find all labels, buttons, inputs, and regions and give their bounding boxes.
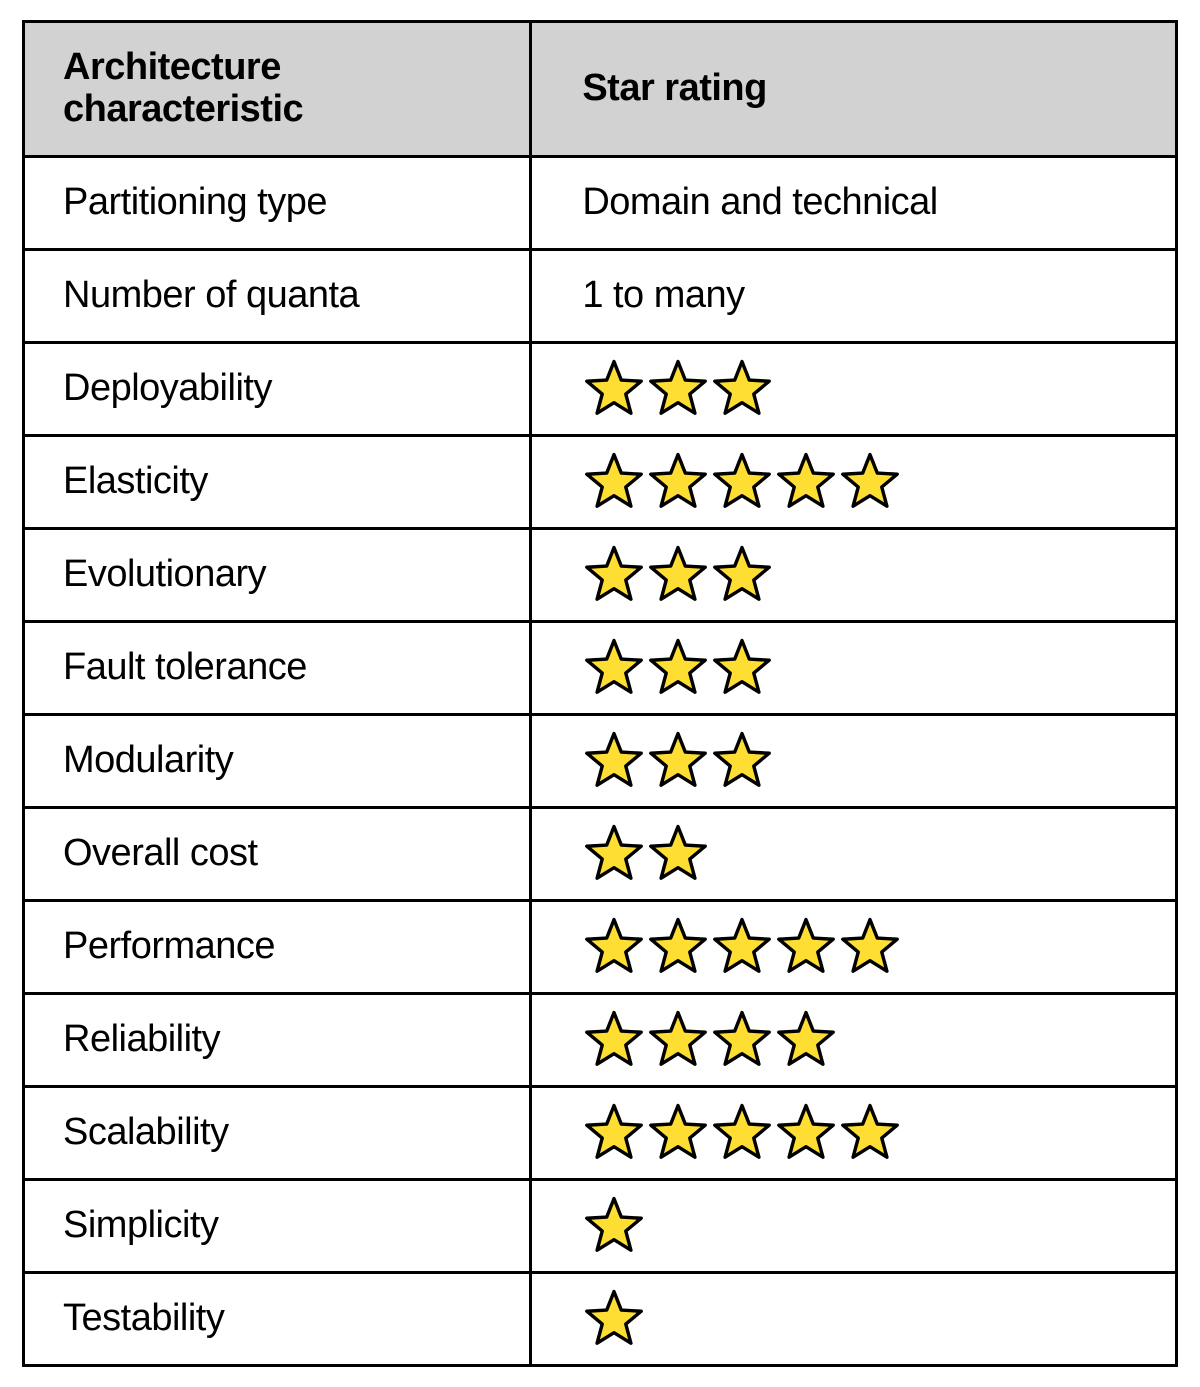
star-group bbox=[582, 915, 1149, 979]
table-row: Overall cost bbox=[24, 807, 1177, 900]
table-row: Evolutionary bbox=[24, 528, 1177, 621]
star-icon bbox=[710, 543, 774, 607]
star-group bbox=[582, 822, 1149, 886]
star-icon bbox=[710, 1101, 774, 1165]
star-icon bbox=[774, 1101, 838, 1165]
star-icon bbox=[582, 1008, 646, 1072]
star-group bbox=[582, 1194, 1149, 1258]
star-icon bbox=[582, 1194, 646, 1258]
characteristic-label: Performance bbox=[24, 900, 531, 993]
star-icon bbox=[582, 636, 646, 700]
star-icon bbox=[710, 1008, 774, 1072]
characteristic-value: Domain and technical bbox=[531, 156, 1177, 249]
star-icon bbox=[582, 822, 646, 886]
star-icon bbox=[710, 636, 774, 700]
characteristic-label: Simplicity bbox=[24, 1179, 531, 1272]
star-icon bbox=[646, 636, 710, 700]
star-icon bbox=[582, 1287, 646, 1351]
star-icon bbox=[646, 450, 710, 514]
star-icon bbox=[582, 450, 646, 514]
characteristic-label: Fault tolerance bbox=[24, 621, 531, 714]
star-icon bbox=[582, 543, 646, 607]
star-group bbox=[582, 636, 1149, 700]
characteristic-label: Partitioning type bbox=[24, 156, 531, 249]
star-group bbox=[582, 450, 1149, 514]
characteristic-label: Scalability bbox=[24, 1086, 531, 1179]
star-icon bbox=[646, 1008, 710, 1072]
star-rating bbox=[531, 1179, 1177, 1272]
star-group bbox=[582, 729, 1149, 793]
star-icon bbox=[646, 543, 710, 607]
star-icon bbox=[582, 1101, 646, 1165]
star-icon bbox=[838, 1101, 902, 1165]
star-rating bbox=[531, 1272, 1177, 1365]
characteristic-label: Number of quanta bbox=[24, 249, 531, 342]
star-rating bbox=[531, 714, 1177, 807]
table-row: Partitioning typeDomain and technical bbox=[24, 156, 1177, 249]
star-rating bbox=[531, 807, 1177, 900]
col-header-rating: Star rating bbox=[531, 22, 1177, 157]
characteristic-label: Elasticity bbox=[24, 435, 531, 528]
star-icon bbox=[646, 915, 710, 979]
star-icon bbox=[838, 915, 902, 979]
table-row: Simplicity bbox=[24, 1179, 1177, 1272]
star-group bbox=[582, 543, 1149, 607]
table-header-row: Architecture characteristic Star rating bbox=[24, 22, 1177, 157]
characteristic-label: Evolutionary bbox=[24, 528, 531, 621]
table-row: Modularity bbox=[24, 714, 1177, 807]
star-rating bbox=[531, 900, 1177, 993]
table-row: Elasticity bbox=[24, 435, 1177, 528]
table-row: Scalability bbox=[24, 1086, 1177, 1179]
star-group bbox=[582, 1008, 1149, 1072]
characteristics-table: Architecture characteristic Star rating … bbox=[22, 20, 1178, 1367]
star-icon bbox=[774, 915, 838, 979]
star-icon bbox=[774, 1008, 838, 1072]
characteristic-label: Testability bbox=[24, 1272, 531, 1365]
characteristic-label: Modularity bbox=[24, 714, 531, 807]
star-group bbox=[582, 1287, 1149, 1351]
star-icon bbox=[646, 822, 710, 886]
table-row: Reliability bbox=[24, 993, 1177, 1086]
characteristic-value: 1 to many bbox=[531, 249, 1177, 342]
characteristic-label: Deployability bbox=[24, 342, 531, 435]
star-icon bbox=[646, 729, 710, 793]
characteristic-label: Overall cost bbox=[24, 807, 531, 900]
star-group bbox=[582, 1101, 1149, 1165]
table-row: Number of quanta1 to many bbox=[24, 249, 1177, 342]
table-row: Testability bbox=[24, 1272, 1177, 1365]
characteristic-label: Reliability bbox=[24, 993, 531, 1086]
star-rating bbox=[531, 1086, 1177, 1179]
table-row: Fault tolerance bbox=[24, 621, 1177, 714]
table-row: Deployability bbox=[24, 342, 1177, 435]
star-icon bbox=[582, 915, 646, 979]
star-group bbox=[582, 357, 1149, 421]
star-rating bbox=[531, 993, 1177, 1086]
star-rating bbox=[531, 342, 1177, 435]
star-icon bbox=[838, 450, 902, 514]
star-icon bbox=[774, 450, 838, 514]
star-rating bbox=[531, 621, 1177, 714]
col-header-characteristic: Architecture characteristic bbox=[24, 22, 531, 157]
star-rating bbox=[531, 435, 1177, 528]
star-icon bbox=[646, 357, 710, 421]
star-rating bbox=[531, 528, 1177, 621]
star-icon bbox=[710, 729, 774, 793]
star-icon bbox=[710, 357, 774, 421]
table-row: Performance bbox=[24, 900, 1177, 993]
star-icon bbox=[710, 915, 774, 979]
star-icon bbox=[710, 450, 774, 514]
star-icon bbox=[646, 1101, 710, 1165]
star-icon bbox=[582, 729, 646, 793]
star-icon bbox=[582, 357, 646, 421]
